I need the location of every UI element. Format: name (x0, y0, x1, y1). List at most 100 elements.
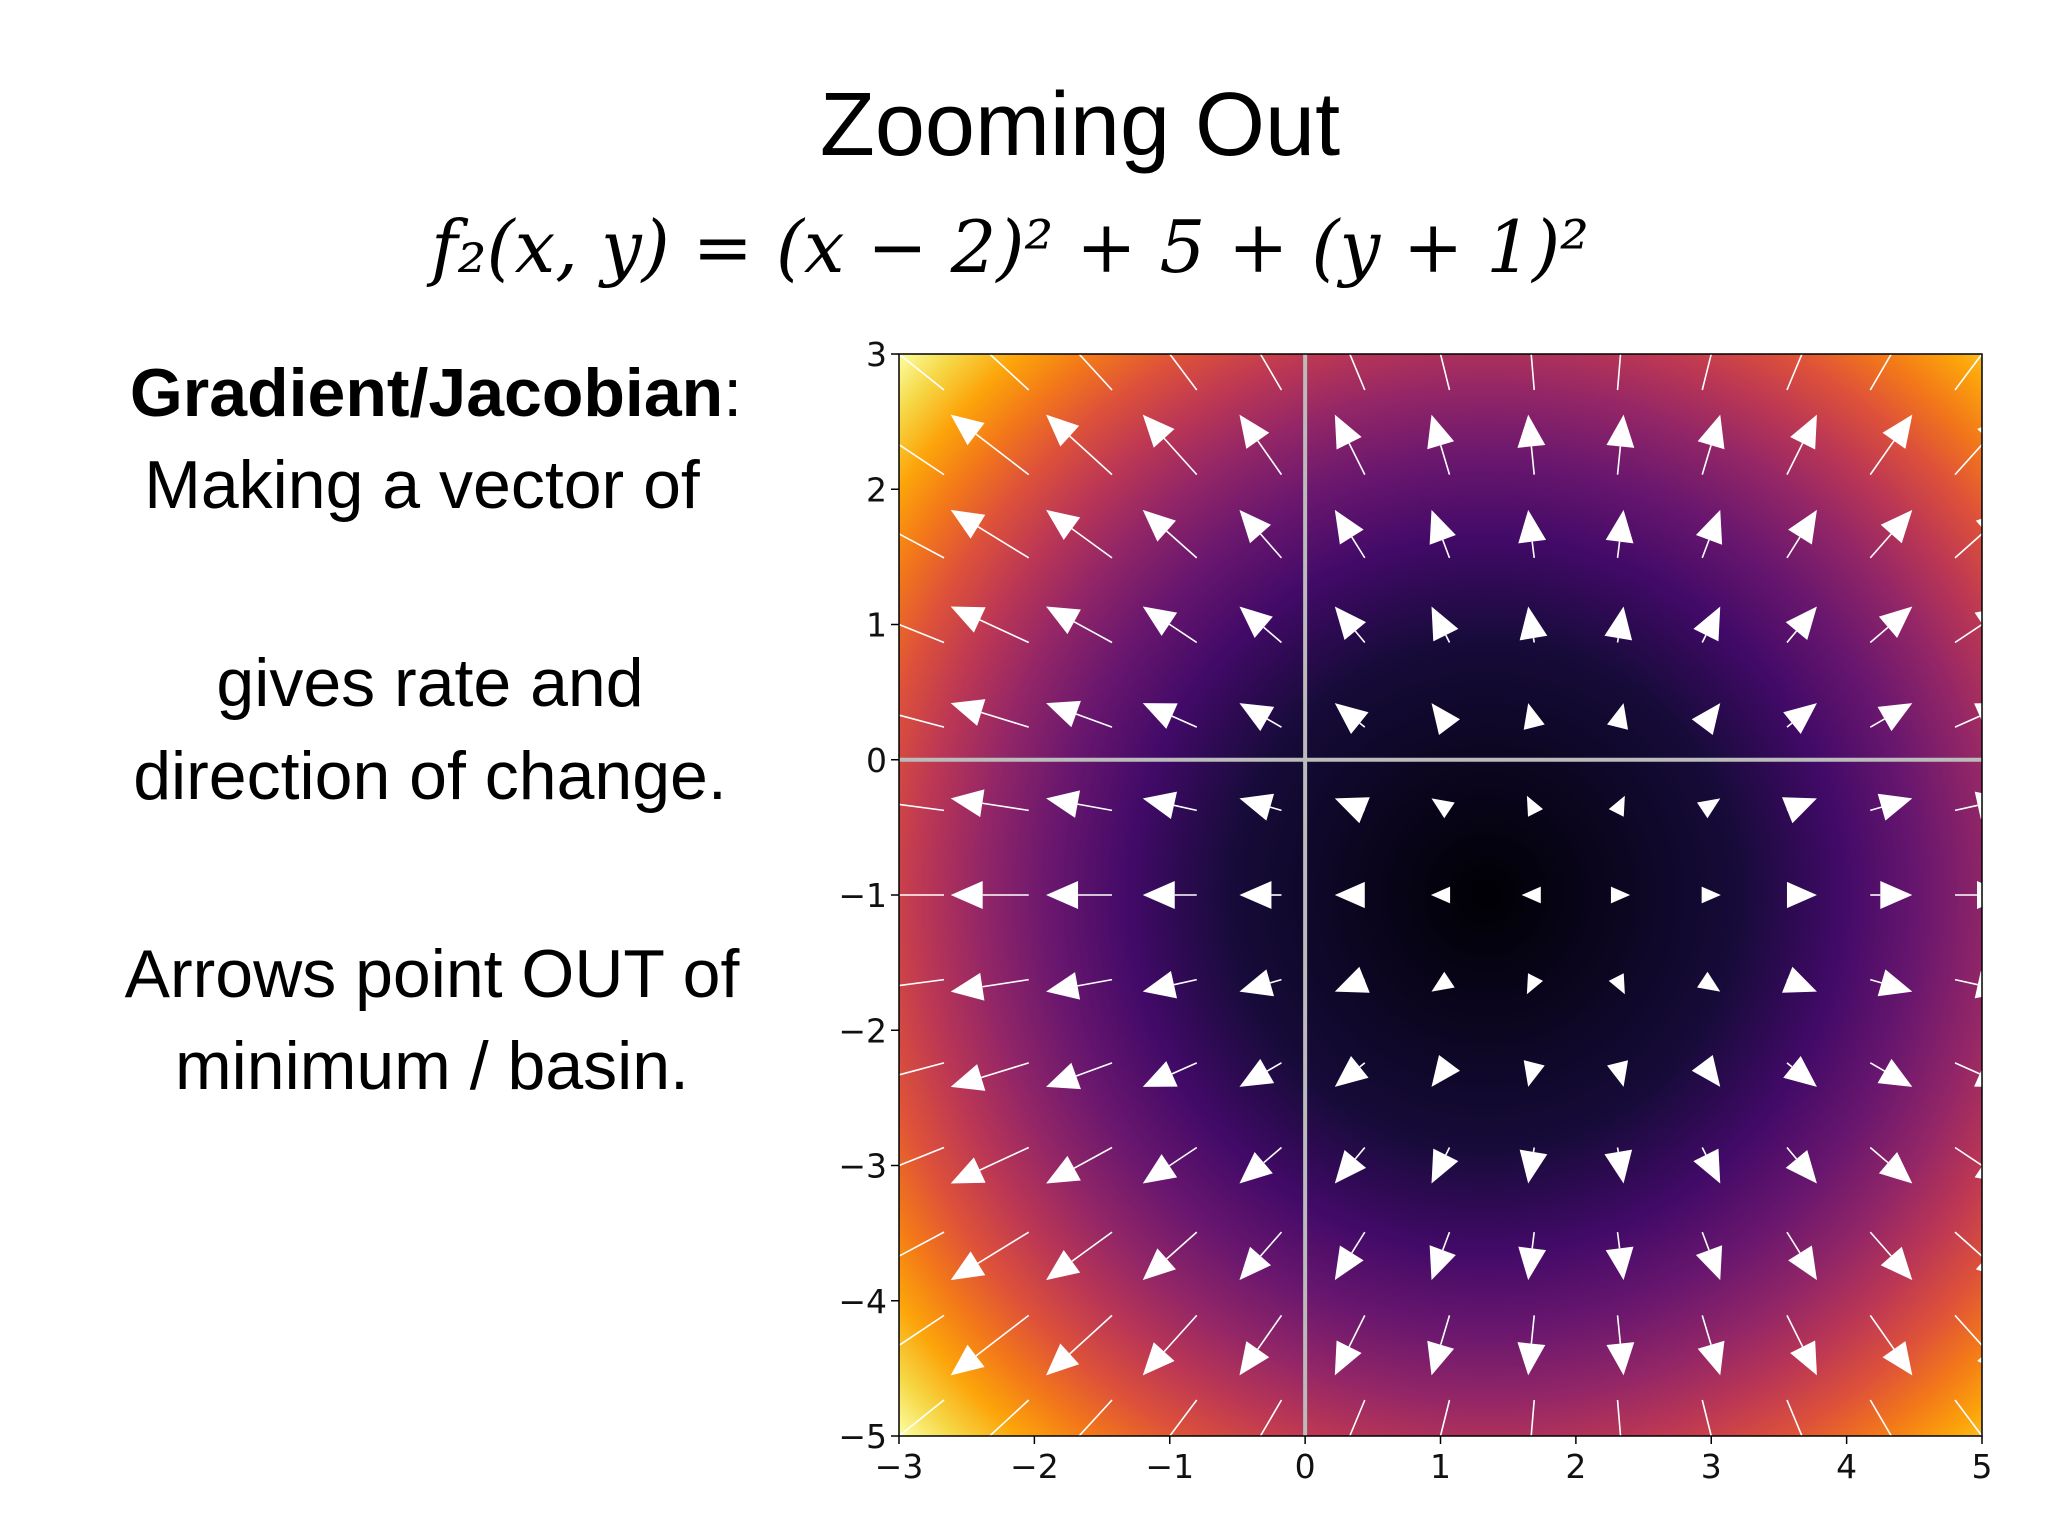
arrow-head (1046, 1062, 1081, 1090)
arrow (1954, 518, 1982, 559)
arrow-shaft (1075, 713, 1113, 728)
arrow-head (950, 972, 985, 1001)
arrow (1239, 414, 1283, 476)
arrow-shaft (979, 1146, 1030, 1171)
arrow-shaft (1441, 1231, 1451, 1251)
x-tick-label: −2 (1010, 1447, 1059, 1486)
arrow (1334, 1146, 1367, 1184)
arrow (899, 354, 945, 391)
arrow-head (1142, 1248, 1176, 1281)
arrow (950, 972, 1029, 1001)
arrow (1334, 606, 1367, 644)
arrow-shaft (979, 619, 1030, 644)
arrow (1046, 509, 1113, 559)
arrow (950, 699, 1029, 728)
arrow-head (1517, 1439, 1545, 1472)
arrow-shaft (982, 802, 1029, 812)
y-tick-label: −3 (838, 1147, 887, 1186)
arrow (1954, 1399, 1982, 1436)
arrow-head (1517, 1342, 1546, 1376)
arrow (1334, 414, 1366, 475)
arrow (1521, 886, 1541, 904)
arrow-shaft (1354, 1146, 1366, 1160)
arrow (1046, 881, 1113, 909)
arrow (1870, 881, 1913, 909)
arrow-head (1143, 318, 1173, 352)
arrow-shaft (1439, 445, 1451, 475)
arrow-shaft (1701, 1147, 1707, 1156)
arrow-head (1974, 703, 1982, 722)
x-tick-label: 0 (1295, 1447, 1316, 1486)
arrow-head (1792, 1437, 1818, 1472)
arrow (1954, 426, 1982, 476)
y-tick-label: −1 (838, 876, 887, 915)
arrow-head (1783, 703, 1817, 735)
arrow (1869, 1058, 1913, 1087)
arrow-head (1701, 886, 1721, 904)
arrow (1954, 971, 1982, 999)
arrow (950, 414, 1030, 476)
arrow-shaft (1166, 1231, 1198, 1260)
arrow-shaft (1359, 722, 1366, 728)
arrow-shaft (1616, 541, 1621, 558)
arrow-head (1880, 1246, 1913, 1281)
arrow-head (1239, 318, 1267, 353)
arrow-shaft (1786, 1146, 1798, 1160)
arrow-head (1046, 972, 1081, 1000)
arrow-shaft (1259, 533, 1283, 559)
arrow-head (1429, 1245, 1456, 1281)
arrow-head (854, 415, 888, 444)
x-tick-label: 2 (1565, 1447, 1586, 1486)
arrow-shaft (1532, 1147, 1536, 1153)
arrow (1523, 703, 1545, 730)
arrow (1783, 703, 1817, 735)
arrow-shaft (1359, 1062, 1366, 1068)
arrow-head (1605, 509, 1634, 544)
arrow (1786, 1315, 1817, 1376)
arrow-head (1974, 1068, 1982, 1087)
arrow-shaft (1954, 1231, 1982, 1258)
arrow-shaft (899, 623, 945, 644)
arrow-shaft (1171, 715, 1198, 728)
arrow-shaft (981, 1062, 1029, 1079)
arrow (1142, 1231, 1198, 1281)
arrow-head (1608, 795, 1625, 817)
arrow-shaft (899, 978, 945, 987)
arrow-shaft (1266, 1062, 1282, 1072)
arrow-head (950, 789, 985, 818)
arrow-shaft (1445, 634, 1451, 643)
arrow (1954, 1062, 1982, 1087)
arrow-head (1239, 1437, 1267, 1472)
arrow (1693, 1147, 1721, 1184)
arrow-shaft (1954, 1399, 1982, 1436)
arrow-shaft (1954, 1062, 1981, 1075)
arrow (950, 1146, 1030, 1184)
arrow (854, 974, 945, 1002)
arrow (1142, 791, 1197, 819)
arrow-head (1697, 798, 1721, 819)
arrow-head (1431, 1054, 1461, 1087)
arrow-head (950, 1344, 985, 1376)
arrow (1142, 414, 1198, 476)
arrow-head (854, 974, 888, 1002)
arrow (1427, 414, 1455, 475)
arrow-head (1142, 1154, 1178, 1184)
arrow-head (1142, 791, 1178, 819)
arrow-shaft (1616, 637, 1620, 643)
arrow (1691, 703, 1721, 736)
arrow-head (950, 699, 986, 726)
arrow (1517, 1315, 1546, 1376)
arrow-shaft (1069, 1314, 1113, 1355)
arrow-head (1607, 318, 1635, 351)
arrow-head (1782, 797, 1817, 824)
arrow-head (1977, 1356, 1982, 1364)
arrow (1334, 1231, 1366, 1281)
arrow-head (1607, 703, 1629, 730)
arrow-shaft (1077, 1399, 1113, 1436)
arrow-shaft (1954, 804, 1978, 812)
arrow (1697, 1315, 1725, 1376)
arrow (1526, 795, 1544, 817)
arrow-head (1604, 1149, 1633, 1184)
arrow-shaft (1616, 1399, 1622, 1436)
arrow-shaft (1077, 354, 1113, 391)
